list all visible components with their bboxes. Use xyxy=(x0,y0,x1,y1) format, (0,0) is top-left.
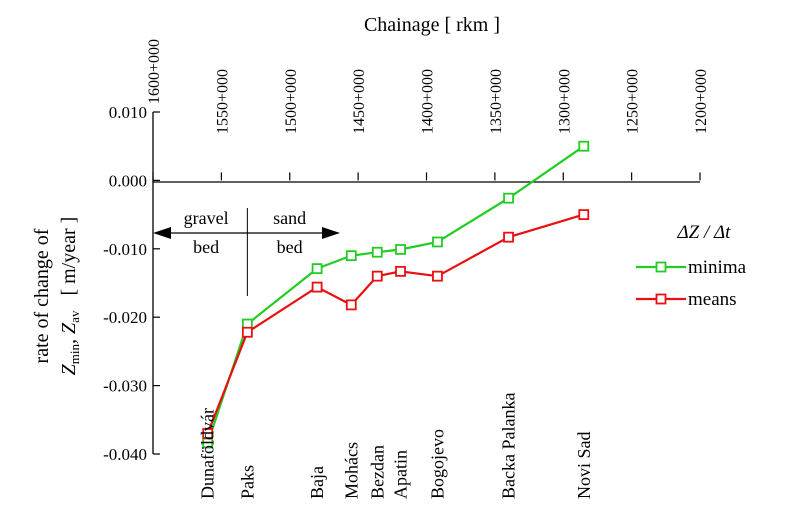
top-ticks: 1600+000 1550+000 1500+000 1450+000 1400+000… xyxy=(146,39,710,181)
top-tick-label: 1600+000 xyxy=(146,39,163,104)
y-title-z1: Z xyxy=(58,363,80,375)
data-point-minima xyxy=(311,263,323,275)
station-label: Paks xyxy=(237,465,257,499)
data-point-minima xyxy=(432,236,443,248)
gravel-arrow-head xyxy=(153,227,171,239)
top-tick-label: 1350+000 xyxy=(488,69,505,134)
data-point-means xyxy=(432,270,443,282)
data-point-minima xyxy=(503,192,514,204)
data-point-means xyxy=(311,281,323,293)
legend-marker-means xyxy=(655,293,667,305)
series-line-minima xyxy=(206,145,585,444)
sand-label: sand xyxy=(273,208,306,228)
top-tick-label: 1550+000 xyxy=(214,69,231,134)
top-tick-label: 1250+000 xyxy=(625,69,642,134)
station-label: Backa Palanka xyxy=(499,393,519,499)
y-tick-label: -0.020 xyxy=(103,308,147,327)
legend-title: ΔZ / Δt xyxy=(677,222,732,243)
y-title-sub-min: min xyxy=(67,343,82,364)
y-tick-label: 0.010 xyxy=(109,103,147,122)
y-tick-label: 0.000 xyxy=(109,171,147,190)
station-label: Bezdan xyxy=(367,445,387,499)
station-labels: Dunaföldvár Paks Baja Mohács Bezdan Apatin Bog… xyxy=(198,393,594,499)
top-axis-title: Chainage [ rkm ] xyxy=(364,14,500,36)
data-point-minima xyxy=(345,250,357,262)
station-label: Bogojevo xyxy=(427,429,447,499)
y-title-z2: , Z xyxy=(58,322,80,344)
legend-label-means: means xyxy=(688,289,737,310)
data-point-minima xyxy=(395,244,406,255)
y-axis-title-line1: rate of change of xyxy=(31,228,53,363)
data-point-means xyxy=(395,265,406,277)
top-tick-label: 1300+000 xyxy=(556,69,573,134)
sand-bed-label: bed xyxy=(277,237,303,257)
legend-label-minima: minima xyxy=(688,257,747,278)
data-point-minima xyxy=(371,246,383,258)
gravel-label: gravel xyxy=(184,208,229,228)
bed-annotation: gravel bed sand bed xyxy=(153,208,340,296)
series xyxy=(202,140,590,449)
y-title-unit: [ m/year ] xyxy=(58,217,80,311)
station-label: Novi Sad xyxy=(574,432,594,500)
top-tick-label: 1400+000 xyxy=(420,69,437,134)
y-ticks: 0.010 0.000 -0.010 -0.020 -0.030 -0.040 xyxy=(103,103,160,464)
top-tick-label: 1500+000 xyxy=(283,69,300,134)
gravel-bed-label: bed xyxy=(193,237,219,257)
y-axis-title: rate of change of Zmin, Zav [ m/year ] xyxy=(31,217,82,376)
data-point-means xyxy=(371,270,383,282)
y-tick-label: -0.030 xyxy=(103,377,147,396)
station-label: Mohács xyxy=(341,442,361,499)
data-point-minima xyxy=(578,140,590,152)
y-title-sub-av: av xyxy=(67,310,82,323)
top-tick-label: 1450+000 xyxy=(351,69,368,134)
data-point-means xyxy=(503,231,514,243)
y-tick-label: -0.010 xyxy=(103,240,147,259)
data-point-means xyxy=(578,209,590,221)
legend: ΔZ / Δt minima means xyxy=(636,222,747,310)
station-label: Apatin xyxy=(391,450,411,499)
y-tick-label: -0.040 xyxy=(103,445,147,464)
data-point-means xyxy=(345,299,357,311)
legend-marker-minima xyxy=(655,261,667,273)
data-point-means xyxy=(241,326,253,338)
station-label: Baja xyxy=(307,466,327,499)
y-axis-title-line2: Zmin, Zav [ m/year ] xyxy=(58,217,82,376)
data-point-means xyxy=(202,428,214,439)
sand-arrow-head xyxy=(322,227,340,239)
station-label: Dunaföldvár xyxy=(198,408,218,499)
top-tick-label: 1200+000 xyxy=(693,69,710,134)
